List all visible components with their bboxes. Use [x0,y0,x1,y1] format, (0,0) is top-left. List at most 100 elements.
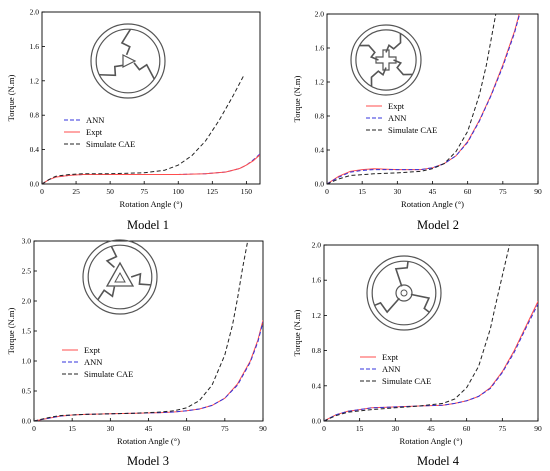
spring-arm [97,286,116,301]
plot-frame [41,11,261,185]
y-tick-label: 0.8 [312,346,322,355]
spring-arm [374,297,400,314]
outer-ring [90,23,166,99]
x-tick-label: 0 [322,424,326,433]
y-tick-label: 3.0 [22,237,32,246]
hub-inner [114,271,126,283]
x-axis-label: Rotation Angle (°) [401,199,464,209]
y-tick-label: 1.5 [22,327,32,336]
hub-shape [105,261,135,287]
y-tick-label: 1.6 [315,44,325,53]
spring-arm [394,261,409,287]
x-tick-label: 0 [325,187,329,196]
series-line-expt [34,320,263,421]
x-tick-label: 45 [429,187,437,196]
series-group [327,14,520,184]
y-tick-label: 1.6 [30,42,40,51]
x-tick-label: 45 [145,424,153,433]
x-tick-label: 90 [534,187,542,196]
legend: ANN Expt Simulate CAE [64,115,135,149]
series-group [42,75,260,184]
legend-label: Expt [382,352,399,362]
chart-model-2: 0 15 30 45 60 75 90 0.0 0.4 0.8 1.2 1.6 2.0 Rotation … [292,10,542,233]
series-line-simulate-cae [42,75,245,184]
legend-label: Expt [86,127,103,137]
x-tick-label: 60 [464,187,472,196]
y-tick-label: 2.5 [22,267,32,276]
x-tick-label: 60 [183,424,191,433]
legend-label: ANN [84,357,102,367]
inner-ring [95,28,161,94]
legend-label: Simulate CAE [382,376,431,386]
y-tick-label: 0.4 [30,145,40,154]
legend-label: ANN [388,113,406,123]
x-tick-label: 75 [140,187,148,196]
x-tick-label: 100 [173,187,185,196]
model-1-geometry-icon [90,23,166,99]
inner-ring [355,29,417,91]
y-tick-label: 1.6 [312,276,322,285]
x-tick-label: 30 [107,424,115,433]
series-line-simulate-cae [324,245,510,421]
x-tick-label: 75 [499,187,507,196]
x-axis-label: Rotation Angle (°) [120,199,183,209]
x-tick-label: 0 [40,187,44,196]
series-line-expt [42,154,260,184]
legend-label: Expt [84,345,101,355]
spring-arm [393,59,413,76]
x-tick-label: 75 [499,424,507,433]
x-tick-label: 90 [534,424,542,433]
spring-arm [105,246,118,268]
spring-arm [359,44,379,61]
legend-label: Simulate CAE [388,125,437,135]
x-axis-label: Rotation Angle (°) [117,436,180,446]
chart-model-1: 0 25 50 75 100 125 150 0.0 0.4 0.8 1.2 1.6 2.0 Rotati… [6,8,261,232]
x-tick-label: 25 [72,187,80,196]
y-tick-label: 0.0 [30,180,40,189]
x-tick-label: 30 [394,187,402,196]
y-tick-label: 1.0 [22,357,32,366]
series-line-ann [34,321,263,421]
y-axis-label: Torque (N.m) [292,310,302,357]
hub-inner [400,289,408,297]
x-axis-label: Rotation Angle (°) [400,436,463,446]
y-tick-label: 1.2 [315,78,325,87]
outer-ring [82,239,158,315]
y-tick-label: 1.2 [312,311,322,320]
legend-label: Simulate CAE [84,369,133,379]
y-tick-label: 1.2 [30,76,40,85]
legend-label: ANN [86,115,104,125]
spring-arm [410,293,431,313]
series-line-simulate-cae [34,241,249,421]
chart-caption: Model 4 [417,454,460,468]
outer-ring [350,24,422,96]
plot-frame [323,244,539,422]
series-line-ann [324,303,538,421]
series-line-ann [42,153,260,184]
legend-label: ANN [382,364,400,374]
legend-label: Expt [388,101,405,111]
series-group [324,245,538,421]
y-tick-label: 2.0 [30,8,40,17]
inner-ring [87,244,153,310]
x-tick-label: 150 [241,187,253,196]
model-3-geometry-icon [82,239,158,315]
y-tick-label: 2.0 [22,297,32,306]
chart-model-3: 0 15 30 45 60 75 90 0.0 0.5 1.0 1.5 2.0 2.5 3.0 Rotati… [6,237,267,469]
y-tick-label: 2.0 [315,10,325,19]
x-tick-label: 60 [463,424,471,433]
inner-ring [371,260,437,326]
y-axis-label: Torque (N.m) [6,308,16,355]
spring-arm [120,28,132,56]
model-4-geometry-icon [366,255,442,331]
y-tick-label: 0.8 [30,111,40,120]
x-tick-label: 45 [427,424,435,433]
outer-ring [366,255,442,331]
x-tick-label: 75 [221,424,229,433]
spring-arm [385,33,402,53]
y-axis-label: Torque (N.m) [6,75,16,122]
series-line-expt [324,301,538,421]
legend: Expt ANN Simulate CAE [62,345,133,379]
y-tick-label: 0.5 [22,387,32,396]
